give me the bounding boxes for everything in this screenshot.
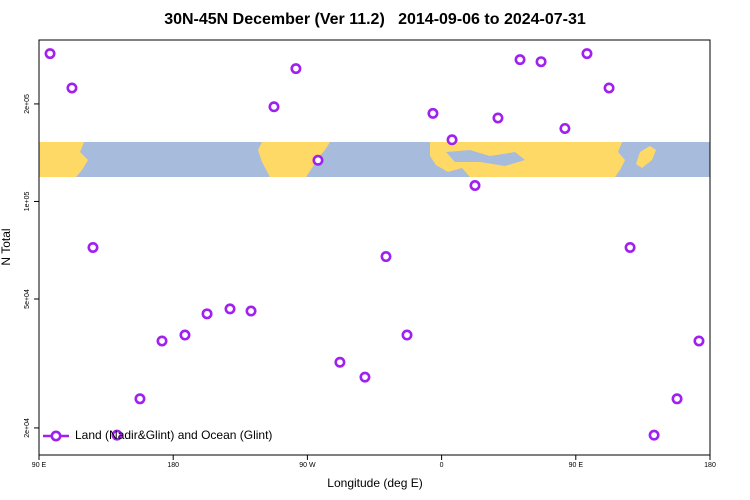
x-tick-label: 90 E xyxy=(32,462,47,469)
point xyxy=(624,241,636,253)
y-tick-label: 2e+04 xyxy=(24,418,31,438)
point xyxy=(224,303,236,315)
point xyxy=(535,56,547,68)
land xyxy=(636,146,656,168)
point xyxy=(469,180,481,192)
point xyxy=(514,54,526,66)
point xyxy=(111,429,123,441)
x-axis-label: Longitude (deg E) xyxy=(327,476,422,490)
legend-marker xyxy=(50,430,62,442)
point xyxy=(66,82,78,94)
point xyxy=(648,429,660,441)
point xyxy=(87,241,99,253)
x-tick-label: 90 E xyxy=(569,462,584,469)
legend-label: Land (Nadir&Glint) and Ocean (Glint) xyxy=(75,428,272,442)
plot-frame xyxy=(38,39,711,456)
x-tick-label: 180 xyxy=(704,462,716,469)
land xyxy=(430,142,625,177)
x-tick-label: 180 xyxy=(167,462,179,469)
point xyxy=(334,356,346,368)
point xyxy=(290,63,302,75)
point xyxy=(179,329,191,341)
sea xyxy=(446,150,525,166)
point xyxy=(401,329,413,341)
x-tick-label: 0 xyxy=(440,462,444,469)
point xyxy=(581,48,593,60)
point xyxy=(446,134,458,146)
point xyxy=(359,371,371,383)
point xyxy=(671,393,683,405)
point xyxy=(44,48,56,60)
point xyxy=(559,122,571,134)
x-tick-label: 90 W xyxy=(299,462,316,469)
point xyxy=(492,112,504,124)
point xyxy=(427,107,439,119)
y-tick-label: 1e+05 xyxy=(24,192,31,212)
point xyxy=(156,335,168,347)
point xyxy=(603,82,615,94)
point xyxy=(268,101,280,113)
point xyxy=(201,308,213,320)
point xyxy=(380,251,392,263)
y-axis-label: N Total xyxy=(0,228,13,265)
point xyxy=(693,335,705,347)
land xyxy=(39,142,88,177)
y-tick-label: 2e+05 xyxy=(24,94,31,114)
land xyxy=(258,142,330,177)
chart-title: 30N-45N December (Ver 11.2) 2014-09-06 t… xyxy=(164,11,586,28)
y-tick-label: 5e+04 xyxy=(24,289,31,309)
point xyxy=(245,305,257,317)
point xyxy=(312,154,324,166)
point xyxy=(134,393,146,405)
map-band xyxy=(39,142,710,177)
